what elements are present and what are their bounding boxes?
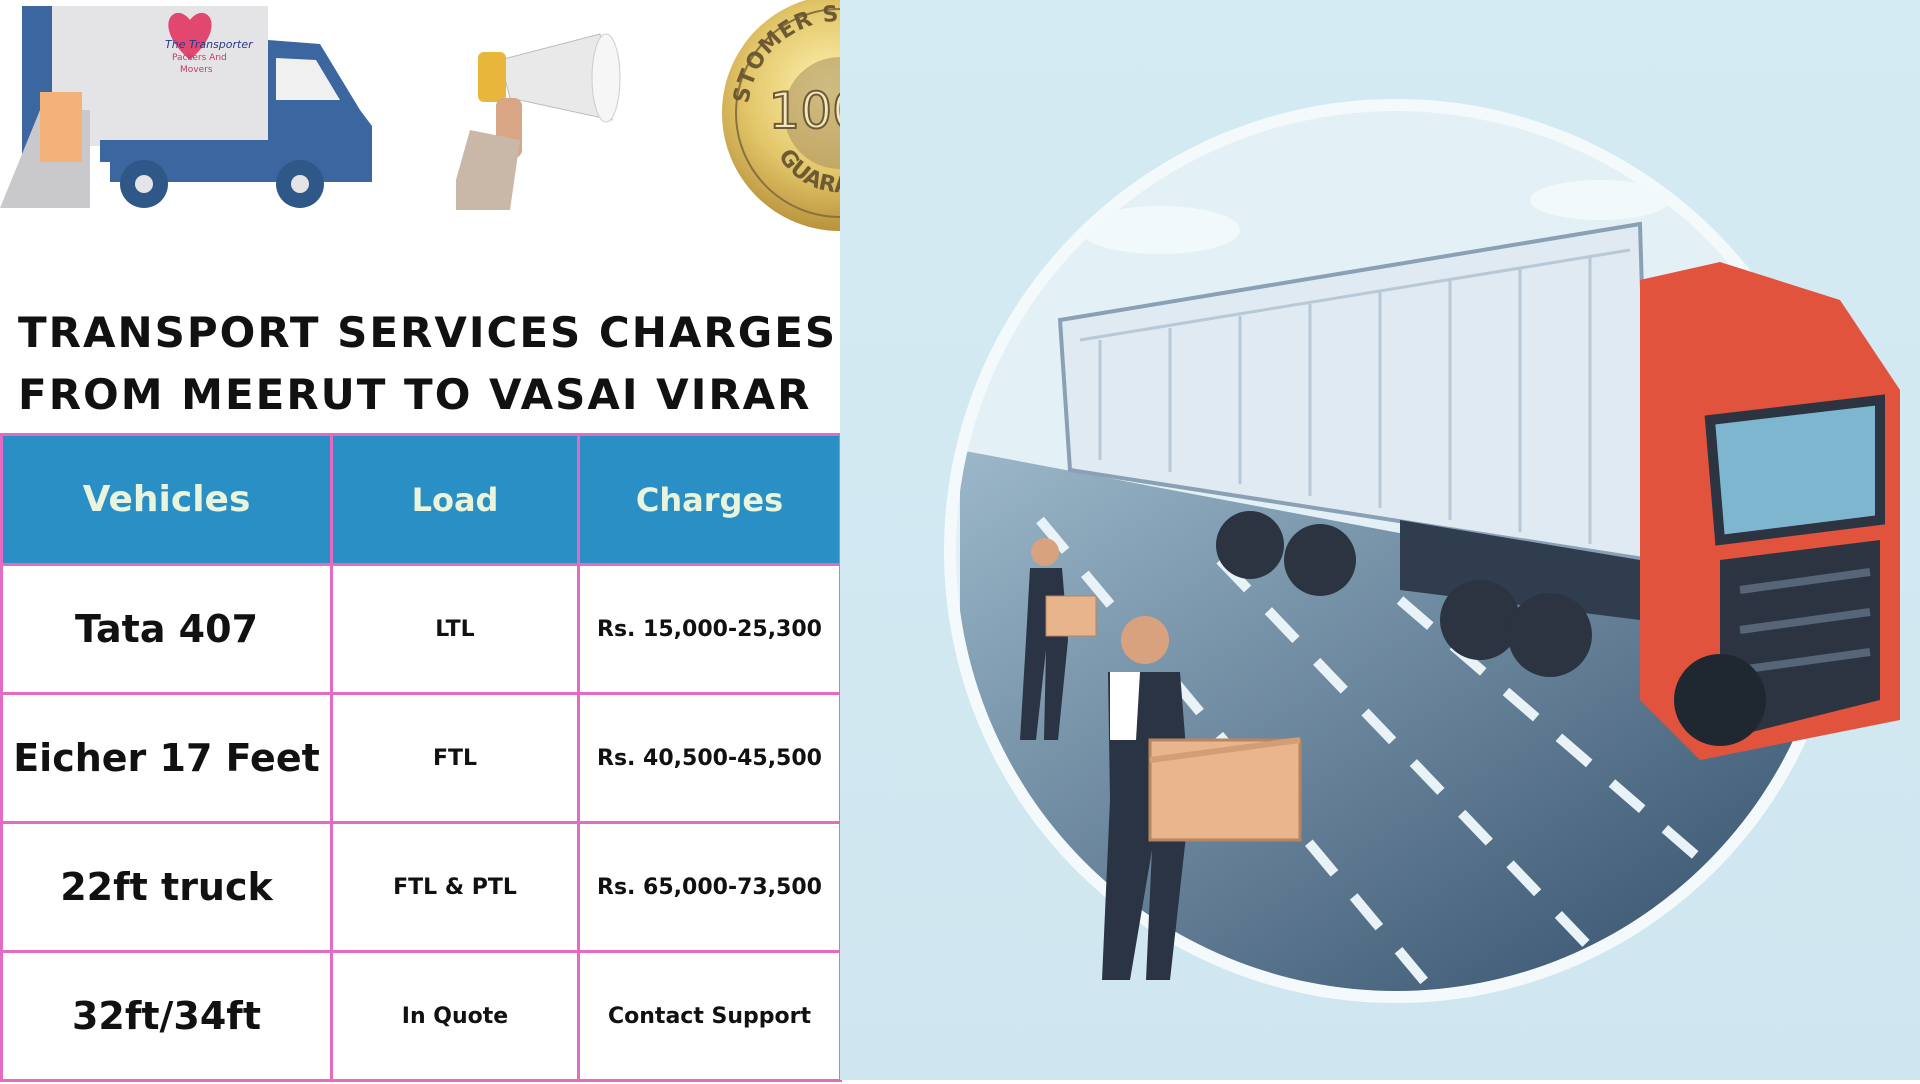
logo-text: The Transporter xyxy=(165,38,254,51)
column-header: Load xyxy=(330,433,580,566)
vehicle-cell: 32ft/34ft xyxy=(0,950,333,1082)
table-row: 32ft/34ft In Quote Contact Support xyxy=(0,950,842,1082)
title: TRANSPORT SERVICES CHARGES FROM MEERUT T… xyxy=(18,302,837,426)
column-header: Charges xyxy=(577,433,842,566)
rates-table: Vehicles Load Charges Tata 407 LTL Rs. 15,… xyxy=(0,433,842,1082)
table-row: 22ft truck FTL & PTL Rs. 65,000-73,500 xyxy=(0,821,842,953)
vehicle-cell: Tata 407 xyxy=(0,563,333,695)
load-cell: FTL xyxy=(330,692,580,824)
left-panel: The Transporter Packers And Movers CUSTO… xyxy=(0,0,958,1082)
header-row: Vehicles Load Charges xyxy=(0,433,842,566)
right-panel xyxy=(840,0,1920,1080)
truck xyxy=(1057,221,1900,760)
charges-cell: Rs. 65,000-73,500 xyxy=(577,821,842,953)
title-line: TRANSPORT SERVICES CHARGES xyxy=(18,308,838,357)
truck-logo: The Transporter Packers And Movers xyxy=(0,6,372,208)
load-cell: In Quote xyxy=(330,950,580,1082)
workers xyxy=(1020,538,1302,980)
table-row: Tata 407 LTL Rs. 15,000-25,300 xyxy=(0,563,842,695)
logo-text: Movers xyxy=(180,65,213,75)
load-cell: LTL xyxy=(330,563,580,695)
logo-text: Packers And xyxy=(172,53,227,63)
charges-cell: Rs. 15,000-25,300 xyxy=(577,563,842,695)
table-row: Eicher 17 Feet FTL Rs. 40,500-45,500 xyxy=(0,692,842,824)
table-body: Tata 407 LTL Rs. 15,000-25,300 Eicher 17 Fe… xyxy=(0,563,842,1082)
charges-cell: Rs. 40,500-45,500 xyxy=(577,692,842,824)
load-cell: FTL & PTL xyxy=(330,821,580,953)
vehicle-cell: 22ft truck xyxy=(0,821,333,953)
charges-cell: Contact Support xyxy=(577,950,842,1082)
column-header: Vehicles xyxy=(0,433,333,566)
megaphone xyxy=(456,33,621,210)
title-line: FROM MEERUT TO VASAI VIRAR xyxy=(18,370,812,419)
truck-illustration xyxy=(840,0,1920,1080)
vehicle-cell: Eicher 17 Feet xyxy=(0,692,333,824)
